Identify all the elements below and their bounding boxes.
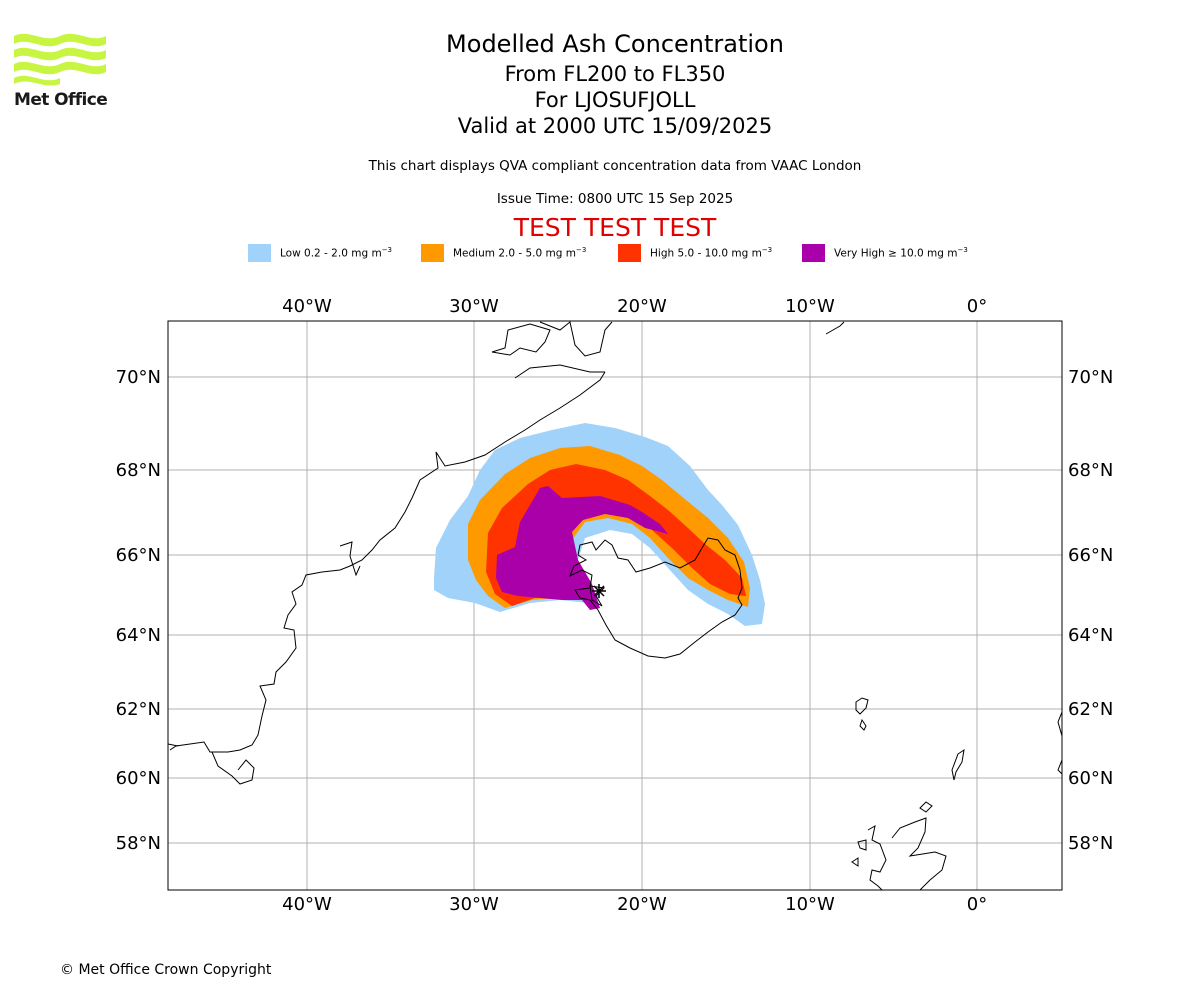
flight-levels: From FL200 to FL350 <box>504 62 726 86</box>
lat-label-right: 58°N <box>1068 833 1113 854</box>
legend-item-high: High 5.0 - 10.0 mg m−3 <box>618 244 772 262</box>
legend-label-very-high: Very High ≥ 10.0 mg m−3 <box>834 246 968 260</box>
lat-label-right: 66°N <box>1068 545 1113 566</box>
lon-label-bottom: 20°W <box>617 894 667 915</box>
lon-label-top: 20°W <box>617 296 667 317</box>
ash-very-high-area <box>496 486 668 610</box>
lat-label-left: 70°N <box>116 367 161 388</box>
legend-swatch-low <box>248 244 271 262</box>
lon-label-bottom: 0° <box>967 894 987 915</box>
lat-label-left: 66°N <box>116 545 161 566</box>
lat-label-right: 60°N <box>1068 768 1113 789</box>
lon-label-bottom: 10°W <box>785 894 835 915</box>
coastline-scotland <box>867 825 887 890</box>
coastline-greenland <box>169 371 606 753</box>
legend-label-high: High 5.0 - 10.0 mg m−3 <box>650 246 773 260</box>
legend-item-low: Low 0.2 - 2.0 mg m−3 <box>248 244 392 262</box>
legend-label-medium: Medium 2.0 - 5.0 mg m−3 <box>453 246 587 260</box>
met-office-logo: Met Office <box>14 28 110 114</box>
coastline-faroe <box>855 697 869 715</box>
test-banner: TEST TEST TEST <box>513 213 717 242</box>
chart-title: Modelled Ash Concentration <box>446 30 784 58</box>
legend-swatch-medium <box>421 244 444 262</box>
chart-titles: Modelled Ash Concentration From FL200 to… <box>315 28 915 139</box>
issue-time: Issue Time: 0800 UTC 15 Sep 2025 <box>496 191 734 207</box>
met-office-wave-logo-icon <box>14 33 106 86</box>
legend-swatch-very-high <box>802 244 825 262</box>
lat-label-right: 70°N <box>1068 367 1113 388</box>
gridlines <box>168 321 1062 890</box>
lon-label-top: 30°W <box>449 296 499 317</box>
valid-time: Valid at 2000 UTC 15/09/2025 <box>457 114 773 138</box>
lat-label-left: 64°N <box>116 625 161 646</box>
volcano-name: For LJOSUFJOLL <box>534 88 696 112</box>
lon-label-top: 0° <box>967 296 987 317</box>
legend-swatch-high <box>618 244 641 262</box>
volcano-marker-icon <box>592 584 606 598</box>
lon-label-top: 40°W <box>282 296 332 317</box>
legend: Low 0.2 - 2.0 mg m−3 Medium 2.0 - 5.0 mg… <box>0 244 1200 264</box>
lon-label-bottom: 40°W <box>282 894 332 915</box>
lat-label-right: 68°N <box>1068 460 1113 481</box>
compliance-note: This chart displays QVA compliant concen… <box>368 158 862 174</box>
lat-label-left: 58°N <box>116 833 161 854</box>
coastline-shetland <box>951 748 965 781</box>
coastlines <box>168 321 1062 890</box>
lat-label-left: 62°N <box>116 699 161 720</box>
legend-item-medium: Medium 2.0 - 5.0 mg m−3 <box>421 244 586 262</box>
lon-label-top: 10°W <box>785 296 835 317</box>
axis-labels: 40°W 30°W 20°W 10°W 0° 40°W 30°W 20°W 10… <box>116 296 1114 915</box>
legend-item-very-high: Very High ≥ 10.0 mg m−3 <box>802 244 968 262</box>
lat-label-right: 64°N <box>1068 625 1113 646</box>
map-frame <box>167 320 1063 891</box>
lat-label-left: 68°N <box>116 460 161 481</box>
legend-label-low: Low 0.2 - 2.0 mg m−3 <box>280 246 393 260</box>
lat-label-right: 62°N <box>1068 699 1113 720</box>
logo-text: Met Office <box>14 90 108 110</box>
lon-label-bottom: 30°W <box>449 894 499 915</box>
lat-label-left: 60°N <box>116 768 161 789</box>
copyright: © Met Office Crown Copyright <box>60 962 272 978</box>
